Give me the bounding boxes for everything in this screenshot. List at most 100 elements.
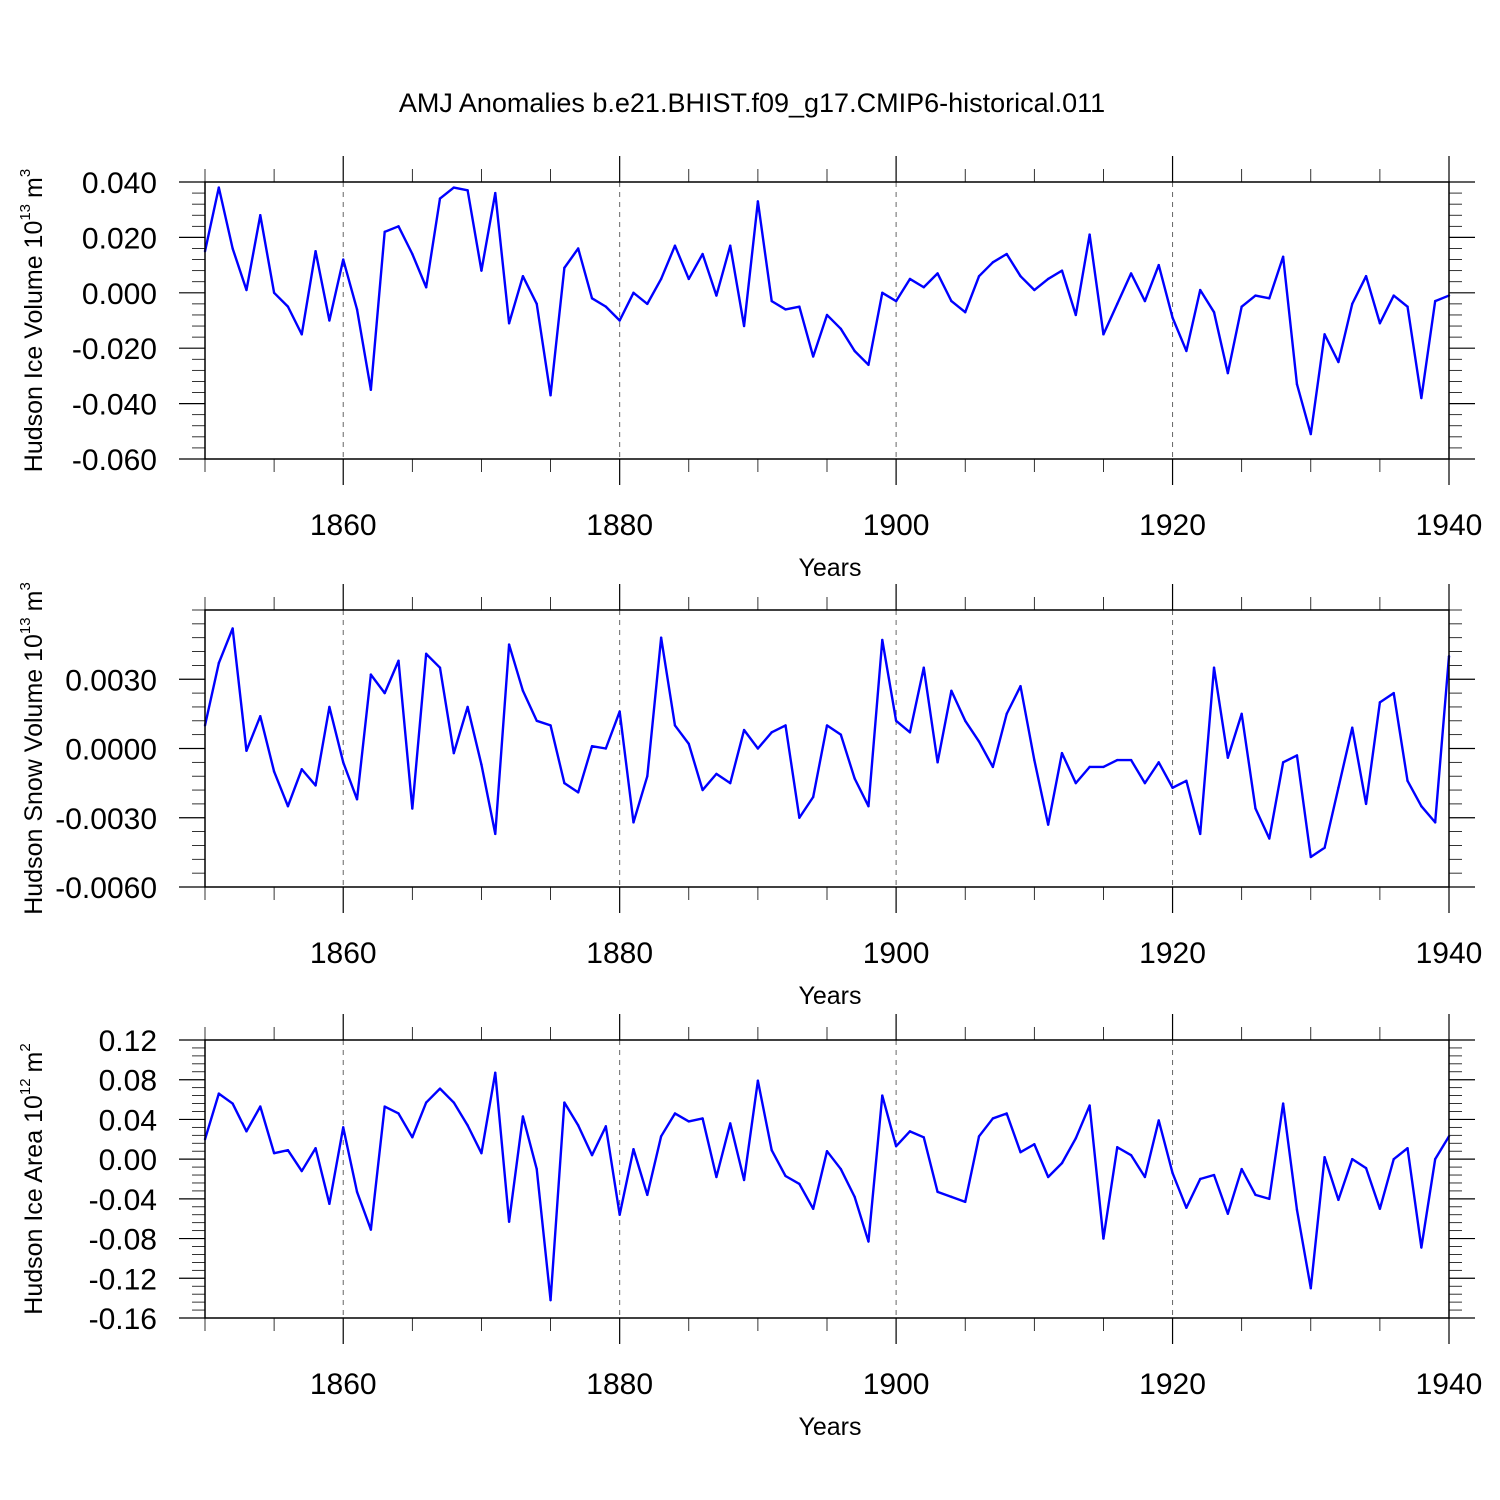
- data-point-1914: [1088, 765, 1091, 769]
- data-point-1883: [659, 636, 663, 639]
- data-point-1893: [798, 305, 801, 308]
- data-point-1851: [217, 186, 221, 189]
- y-axis-label: Hudson Ice Area 1012 m2: [17, 1043, 48, 1314]
- panel-ice-area: 0.12 0.08 0.04 0.00 -0.04 -0.08 -0.12 -0.16 186…: [17, 1014, 1482, 1441]
- data-point-1904: [950, 689, 953, 692]
- data-point-1897: [853, 1195, 856, 1199]
- data-point-1884: [673, 1112, 677, 1115]
- y-tick-label: 0.0030: [65, 664, 157, 697]
- y-tick-label: 0.040: [82, 167, 157, 200]
- data-point-1860: [342, 258, 345, 261]
- data-point-1939: [1433, 1157, 1437, 1161]
- x-axis-label: Years: [798, 554, 861, 582]
- data-point-1916: [1116, 1146, 1119, 1149]
- data-point-1922: [1199, 1177, 1202, 1181]
- data-point-1884: [673, 244, 677, 247]
- data-point-1883: [659, 277, 663, 281]
- data-point-1936: [1392, 294, 1395, 297]
- data-point-1929: [1295, 754, 1299, 757]
- y-tick-label: -0.08: [89, 1224, 157, 1257]
- data-point-1909: [1019, 684, 1022, 688]
- data-point-1854: [259, 214, 262, 217]
- data-point-1876: [563, 266, 566, 270]
- data-point-1918: [1143, 781, 1147, 785]
- data-point-1916: [1116, 302, 1119, 306]
- data-point-1915: [1102, 333, 1105, 336]
- data-point-1857: [300, 333, 303, 336]
- y-axis-label-text: Hudson Ice Area 10: [20, 1095, 48, 1315]
- data-point-1906: [977, 1135, 981, 1138]
- x-tick-label: 1860: [310, 509, 377, 542]
- data-point-1929: [1295, 383, 1299, 386]
- data-point-1889: [742, 324, 746, 328]
- data-point-1876: [563, 1101, 566, 1104]
- data-point-1938: [1420, 1246, 1423, 1249]
- data-point-1861: [355, 798, 359, 801]
- data-point-1908: [1005, 712, 1008, 716]
- data-point-1907: [991, 765, 995, 769]
- data-point-1934: [1364, 1166, 1368, 1170]
- y-axis-label-unit-exponent: 3: [17, 169, 34, 177]
- data-point-1870: [480, 1151, 483, 1155]
- data-point-1867: [438, 666, 442, 669]
- data-point-1914: [1088, 233, 1091, 236]
- data-point-1852: [231, 247, 234, 250]
- y-axis-label: Hudson Ice Volume 1013 m3: [17, 169, 48, 472]
- data-point-1896: [839, 327, 843, 331]
- data-point-1930: [1309, 855, 1312, 859]
- x-tick-label: 1880: [586, 1368, 653, 1401]
- x-tick-label: 1900: [863, 509, 930, 542]
- y-tick-label: 0.04: [99, 1104, 157, 1137]
- data-point-1933: [1351, 1157, 1354, 1161]
- x-tick-label: 1860: [310, 1368, 377, 1401]
- data-point-1937: [1406, 779, 1409, 783]
- y-tick-label: 0.020: [82, 222, 157, 255]
- data-point-1882: [646, 302, 649, 306]
- data-point-1928: [1281, 1102, 1285, 1105]
- y-axis-label-text: Hudson Ice Volume 10: [20, 221, 48, 473]
- data-point-1923: [1212, 310, 1216, 314]
- data-point-1903: [936, 761, 939, 764]
- data-point-1910: [1033, 1143, 1036, 1146]
- data-point-1938: [1420, 396, 1423, 400]
- data-point-1859: [328, 1202, 331, 1206]
- data-point-1900: [894, 1145, 898, 1148]
- data-point-1897: [853, 777, 856, 780]
- data-point-1878: [590, 744, 594, 748]
- y-axis-label-unit-exponent: 2: [17, 1043, 34, 1051]
- data-point-1903: [936, 272, 939, 275]
- data-point-1915: [1102, 1237, 1105, 1240]
- grid-lines: [342, 610, 1174, 887]
- data-point-1921: [1185, 779, 1188, 783]
- data-point-1853: [245, 1130, 248, 1133]
- data-point-1905: [964, 310, 967, 314]
- data-point-1865: [411, 1136, 414, 1139]
- data-point-1925: [1240, 305, 1243, 308]
- data-point-1924: [1226, 756, 1230, 759]
- data-point-1912: [1060, 751, 1064, 755]
- data-point-1870: [480, 763, 483, 766]
- y-axis-label-text: Hudson Snow Volume 10: [20, 634, 48, 915]
- data-point-1872: [507, 322, 511, 325]
- data-point-1882: [646, 775, 649, 778]
- data-point-1866: [424, 652, 428, 656]
- data-point-1864: [397, 659, 400, 662]
- data-point-1858: [314, 1147, 317, 1150]
- data-point-1875: [549, 394, 552, 397]
- data-point-1891: [770, 1149, 773, 1152]
- data-point-1938: [1420, 805, 1423, 808]
- data-point-1895: [825, 1150, 829, 1153]
- data-point-1870: [480, 269, 483, 272]
- y-tick-label: -0.16: [89, 1303, 157, 1336]
- data-point-1857: [300, 1169, 303, 1173]
- x-tick-label: 1880: [586, 509, 653, 542]
- data-point-1911: [1046, 1175, 1050, 1179]
- data-point-1877: [577, 1124, 580, 1127]
- data-point-1877: [577, 247, 580, 250]
- data-point-1919: [1157, 1119, 1160, 1122]
- data-point-1934: [1364, 802, 1368, 806]
- y-tick-label: -0.020: [72, 333, 157, 366]
- data-point-1856: [286, 1149, 290, 1152]
